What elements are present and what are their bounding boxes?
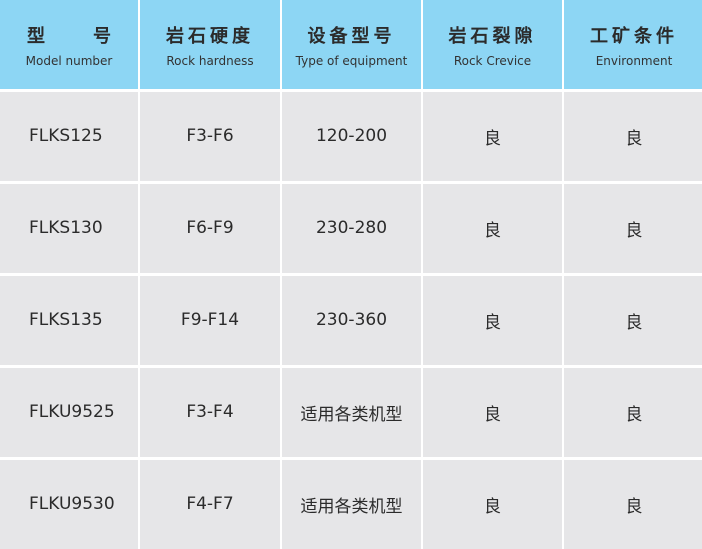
cell-hardness: F4-F7 [140,460,280,549]
cell-hardness: F3-F6 [140,92,280,182]
cell-crevice: 良 [423,368,562,458]
cell-equipment: 230-360 [282,276,421,366]
header-zh: 工矿条件 [590,22,678,48]
header-zh: 型号 [27,22,111,48]
cell-equipment: 230-280 [282,184,421,274]
header-zh: 岩石硬度 [166,22,254,48]
header-hardness: 岩石硬度 Rock hardness [140,0,280,89]
header-zh-part: 号 [93,22,111,48]
cell-crevice: 良 [423,184,562,274]
cell-hardness: F3-F4 [140,368,280,458]
cell-environment: 良 [564,276,702,366]
cell-hardness: F9-F14 [140,276,280,366]
header-equipment: 设备型号 Type of equipment [282,0,421,89]
header-crevice: 岩石裂隙 Rock Crevice [423,0,562,89]
header-en: Environment [596,54,673,68]
cell-model: FLKS130 [0,184,138,274]
cell-environment: 良 [564,92,702,182]
cell-environment: 良 [564,368,702,458]
cell-model: FLKS135 [0,276,138,366]
header-en: Rock Crevice [454,54,531,68]
header-zh-part: 型 [27,22,45,48]
cell-model: FLKU9525 [0,368,138,458]
header-zh: 岩石裂隙 [449,22,537,48]
cell-equipment: 适用各类机型 [282,460,421,549]
cell-model: FLKU9530 [0,460,138,549]
header-model: 型号 Model number [0,0,138,89]
header-environment: 工矿条件 Environment [564,0,702,89]
cell-model: FLKS125 [0,92,138,182]
header-en: Model number [26,54,113,68]
cell-crevice: 良 [423,92,562,182]
header-en: Type of equipment [296,54,408,68]
cell-equipment: 适用各类机型 [282,368,421,458]
cell-hardness: F6-F9 [140,184,280,274]
cell-crevice: 良 [423,460,562,549]
header-zh: 设备型号 [308,22,396,48]
cell-environment: 良 [564,184,702,274]
cell-equipment: 120-200 [282,92,421,182]
cell-environment: 良 [564,460,702,549]
cell-crevice: 良 [423,276,562,366]
header-en: Rock hardness [166,54,253,68]
